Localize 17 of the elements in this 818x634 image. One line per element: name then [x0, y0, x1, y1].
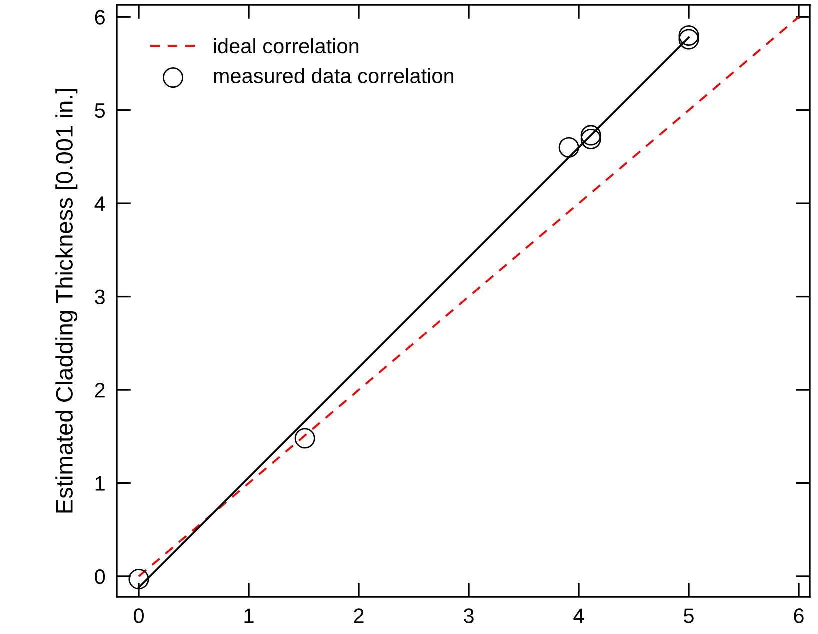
- y-tick-label: 2: [95, 383, 105, 398]
- y-tick-label: 4: [94, 196, 106, 212]
- y-tick-label: 3: [95, 290, 105, 305]
- legend-label: ideal correlation: [214, 38, 359, 54]
- x-tick-label: 4: [574, 608, 584, 624]
- y-tick-label: 1: [96, 476, 105, 491]
- y-tick-label: 0: [95, 569, 106, 584]
- legend-label: measured data correlation: [214, 68, 454, 84]
- x-tick-label: 0: [134, 608, 144, 624]
- y-tick-label: 6: [95, 10, 105, 25]
- y-axis-title: Estimated Cladding Thickness [0.001 in.]: [56, 88, 78, 513]
- x-tick-label: 3: [464, 608, 474, 624]
- x-tick-label: 2: [354, 608, 364, 624]
- y-tick-label: 5: [95, 104, 106, 118]
- x-tick-label: 1: [244, 608, 254, 624]
- x-tick-label: 6: [794, 608, 804, 624]
- x-tick-label: 5: [684, 608, 694, 624]
